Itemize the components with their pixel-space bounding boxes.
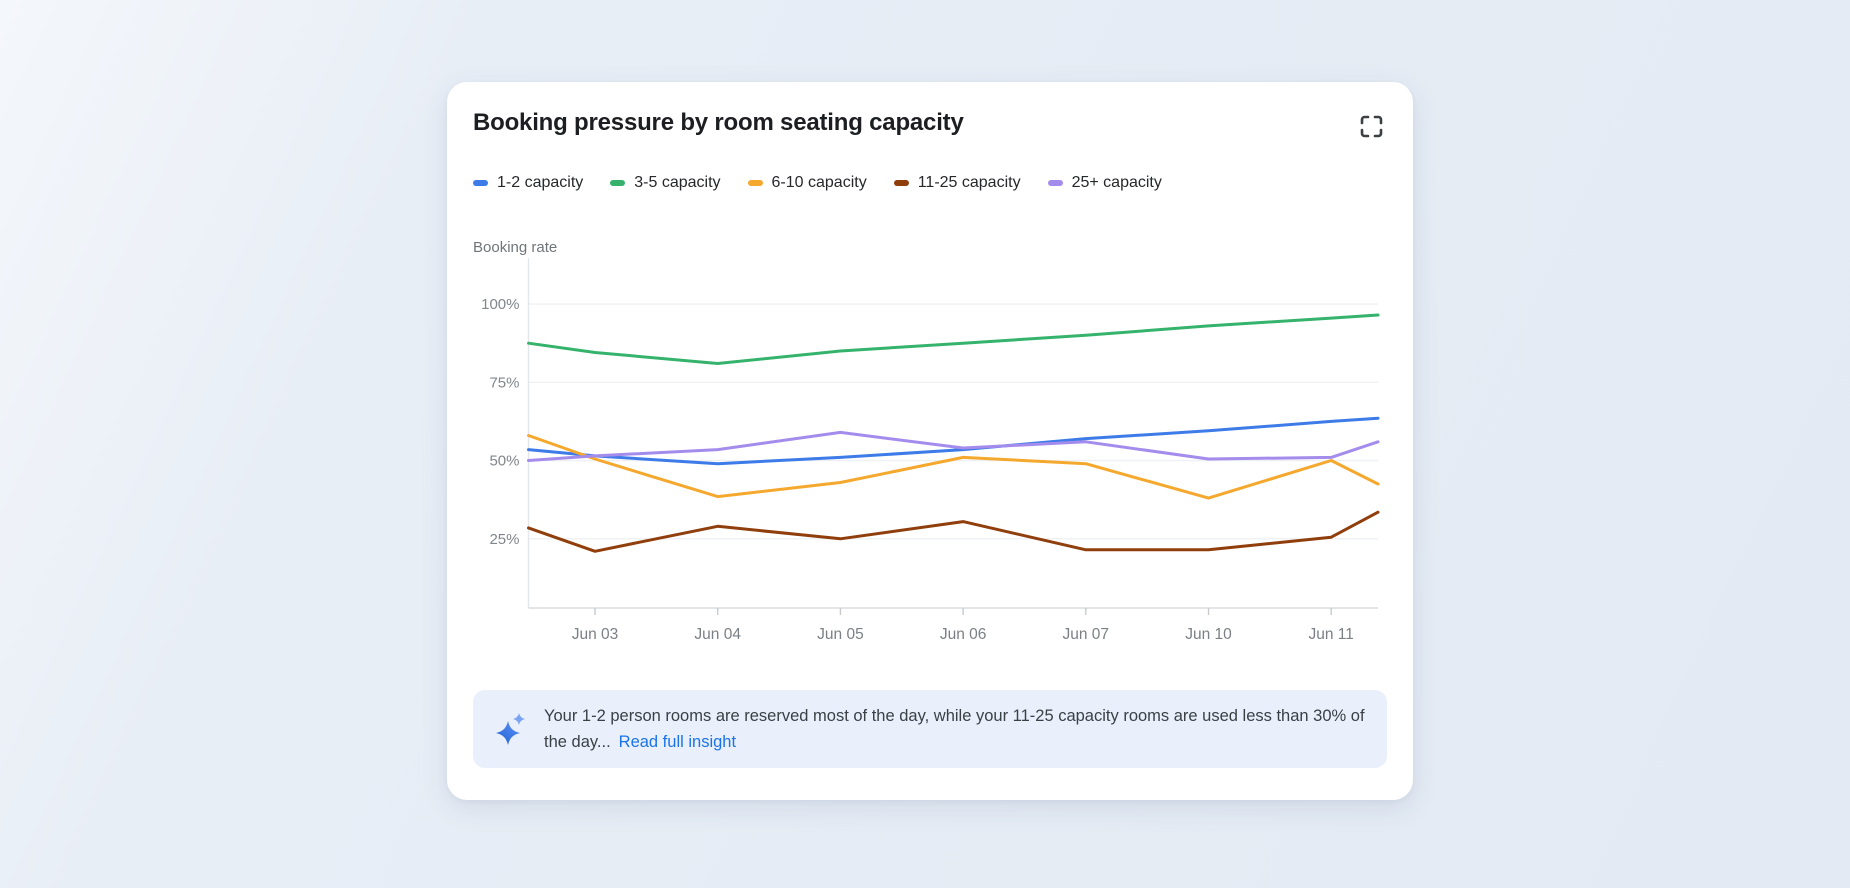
x-axis-tick-label: Jun 07 [1062, 626, 1109, 643]
series-line-6-10-capacity [527, 434, 1380, 500]
series-line-11-25-capacity [527, 510, 1380, 553]
legend-item-25-capacity[interactable]: 25+ capacity [1047, 174, 1162, 192]
insight-banner: Your 1-2 person rooms are reserved most … [473, 690, 1387, 768]
legend-item-1-2-capacity[interactable]: 1-2 capacity [473, 174, 583, 192]
y-axis-title: Booking rate [473, 239, 557, 256]
legend-swatch [610, 180, 626, 186]
legend-item-6-10-capacity[interactable]: 6-10 capacity [747, 174, 867, 192]
chart-area: Booking rate 100% 75% 50% 25% Jun 03 Jun 04 Jun… [460, 230, 1410, 650]
card-title: Booking pressure by room seating capacit… [473, 109, 964, 136]
y-axis-tick-label: 25% [489, 531, 519, 548]
x-axis-tick-label: Jun 03 [572, 626, 619, 643]
legend-item-label: 1-2 capacity [497, 174, 584, 191]
legend-item-label: 3-5 capacity [634, 174, 721, 191]
series-line-1-2-capacity [527, 416, 1380, 466]
x-axis-tick-label: Jun 05 [817, 626, 864, 643]
x-axis-tick-label: Jun 10 [1185, 626, 1232, 643]
read-full-insight-link[interactable]: Read full insight [618, 733, 737, 751]
legend-swatch [473, 180, 488, 186]
legend-swatch [893, 180, 909, 186]
legend-item-11-25-capacity[interactable]: 11-25 capacity [893, 174, 1021, 192]
y-axis-tick-label: 75% [489, 374, 519, 391]
insight-sentence: Your 1-2 person rooms are reserved most … [544, 707, 1365, 751]
y-axis-tick-label: 100% [481, 296, 519, 313]
legend-item-label: 11-25 capacity [917, 174, 1021, 191]
card-header: Booking pressure by room seating capacit… [473, 109, 1387, 145]
series-line-3-5-capacity [527, 313, 1380, 365]
legend-item-label: 6-10 capacity [771, 174, 867, 191]
x-axis-tick-label: Jun 04 [694, 626, 741, 643]
chart-legend: 1-2 capacity 3-5 capacity 6-10 capacity 11-… [473, 174, 1387, 192]
sparkle-icon [496, 713, 525, 745]
legend-swatch [747, 180, 763, 186]
legend-item-3-5-capacity[interactable]: 3-5 capacity [610, 174, 721, 192]
analytics-card: Booking pressure by room seating capacit… [447, 82, 1413, 800]
insight-text: Your 1-2 person rooms are reserved most … [544, 703, 1367, 755]
legend-swatch [1047, 180, 1063, 186]
line-chart: Booking rate 100% 75% 50% 25% Jun 03 Jun 04 Jun… [473, 239, 1380, 643]
legend-item-label: 25+ capacity [1071, 174, 1162, 191]
fullscreen-expand-icon [1360, 115, 1383, 138]
series-line-25-capacity [527, 430, 1380, 462]
y-axis-tick-label: 50% [489, 453, 519, 470]
x-axis-tick-label: Jun 11 [1308, 626, 1353, 643]
fullscreen-button[interactable] [1356, 111, 1387, 145]
x-axis-tick-label: Jun 06 [940, 626, 987, 643]
